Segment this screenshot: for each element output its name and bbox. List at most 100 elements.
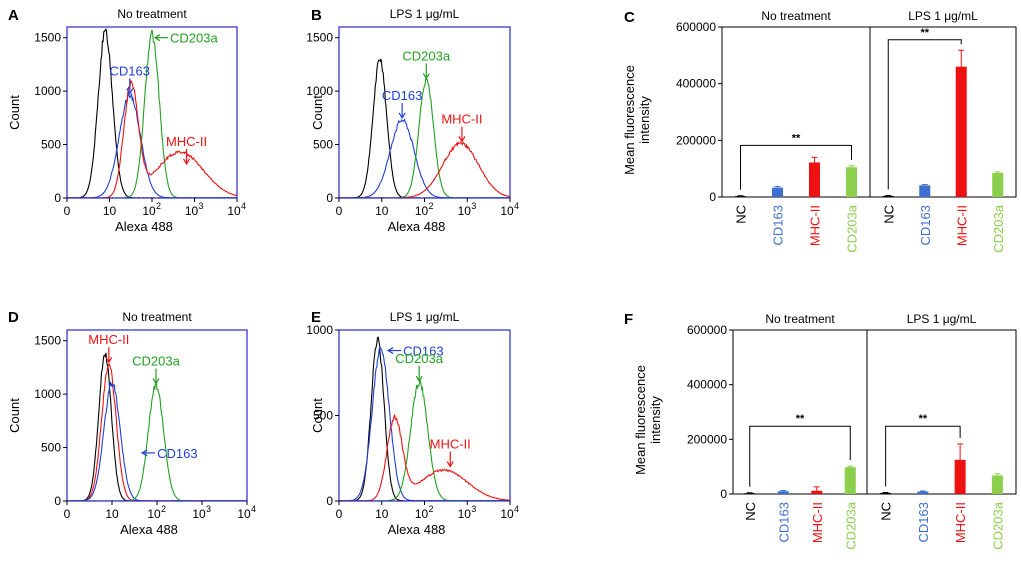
x-tick-label: 10 (147, 507, 161, 521)
plot-frame (66, 26, 238, 199)
chart-title: LPS 1 μg/mL (390, 310, 460, 324)
annotation-arrowhead (126, 88, 134, 95)
x-tick-exponent: 4 (514, 201, 519, 211)
category-label: CD203a (845, 204, 860, 252)
y-axis-label: Count (310, 95, 325, 130)
series-line-nc (67, 28, 237, 198)
annotation-label: MHC-II (166, 134, 207, 149)
y-tick-label: 1500 (34, 31, 61, 45)
y-axis-label: Mean fluorescenceintensity (622, 65, 652, 175)
y-tick-label: 1000 (306, 84, 333, 98)
y-tick-label: 200000 (676, 133, 716, 147)
annotation-label: CD203a (132, 354, 180, 369)
x-tick-label: 10 (103, 204, 117, 218)
x-tick-exponent: 4 (251, 504, 256, 514)
x-axis-label: Alexa 488 (115, 219, 173, 234)
x-tick-exponent: 3 (471, 504, 476, 514)
series-line-cd163 (67, 91, 237, 198)
y-tick-label: 1000 (34, 387, 61, 401)
y-axis-label-line: intensity (648, 396, 663, 444)
x-tick-exponent: 4 (241, 201, 246, 211)
chart-title: LPS 1 μg/mL (390, 7, 460, 21)
panel-c: C 0 200000 400000 600000 Mean fluorescenceint… (622, 9, 1017, 253)
bar-cd203a (991, 475, 1003, 494)
y-axis-label: Count (310, 398, 325, 433)
category-label: CD203a (991, 204, 1006, 252)
bar-cd203a (992, 172, 1004, 197)
panel-label: B (311, 7, 322, 24)
annotation-arrowhead (398, 112, 406, 120)
bar-nc (880, 492, 892, 494)
series-line-mhc-ii (67, 80, 237, 198)
y-tick-label: 0 (326, 191, 333, 205)
bar-mhc-ii (809, 162, 820, 197)
x-tick-label: 10 (500, 204, 514, 218)
x-tick-label: 0 (336, 204, 343, 218)
x-tick-exponent: 3 (199, 201, 204, 211)
bar-cd163 (919, 185, 931, 197)
x-tick-label: 0 (336, 507, 343, 521)
category-label: MHC-II (953, 502, 968, 543)
y-tick-label: 500 (41, 441, 61, 455)
bar-mhc-ii (811, 490, 823, 494)
y-tick-label: 600000 (676, 20, 716, 34)
bar-nc (735, 196, 746, 198)
y-axis-label: Mean fluorescenceintensity (633, 365, 663, 475)
annotation-label: CD203a (402, 48, 450, 63)
y-tick-label: 1500 (306, 31, 333, 45)
y-tick-label: 1500 (34, 334, 61, 348)
bar-nc (882, 195, 894, 197)
y-axis-label-line: Mean fluorescence (622, 65, 637, 175)
y-tick-label: 600000 (687, 323, 727, 337)
x-axis-label: Alexa 488 (388, 522, 446, 537)
category-label: CD203a (843, 501, 858, 549)
x-tick-label: 10 (500, 507, 514, 521)
x-tick-label: 10 (458, 204, 472, 218)
x-tick-label: 10 (237, 507, 251, 521)
bar-cd203a (846, 167, 857, 197)
x-tick-label: 10 (458, 507, 472, 521)
bar-cd163 (917, 491, 929, 494)
group-title: LPS 1 μg/mL (907, 312, 977, 326)
significance-label: ** (919, 413, 928, 425)
chart-title: No treatment (117, 7, 187, 21)
x-tick-label: 10 (142, 204, 156, 218)
annotation-label: CD203a (170, 31, 218, 46)
y-axis-label-line: Mean fluorescence (633, 365, 648, 475)
y-tick-label: 400000 (676, 77, 716, 91)
annotation-label: MHC-II (430, 437, 471, 452)
significance-bracket (887, 39, 962, 190)
group-title: LPS 1 μg/mL (908, 9, 978, 23)
x-tick-exponent: 3 (206, 504, 211, 514)
series-line-cd163 (339, 345, 510, 501)
panel-label: C (624, 9, 635, 26)
plot-frame (732, 329, 1017, 495)
category-label: CD163 (776, 502, 791, 542)
significance-label: ** (796, 413, 805, 425)
chart-title: No treatment (122, 310, 192, 324)
significance-label: ** (792, 132, 801, 144)
annotation-label: CD163 (110, 63, 150, 78)
panel-f: F 0 200000 400000 600000 Mean fluorescenceint… (624, 311, 1017, 550)
y-tick-label: 0 (709, 190, 716, 204)
category-label: MHC-II (808, 205, 823, 246)
x-tick-label: 0 (64, 204, 71, 218)
y-axis-label: Count (7, 95, 22, 130)
series-line-mhc-ii (339, 414, 510, 501)
annotation-label: CD163 (382, 88, 422, 103)
y-tick-label: 200000 (687, 432, 727, 446)
annotation-arrowhead (386, 347, 394, 355)
x-tick-exponent: 2 (156, 201, 161, 211)
y-tick-label: 500 (313, 409, 333, 423)
x-axis-label: Alexa 488 (120, 522, 178, 537)
category-label: NC (881, 205, 896, 224)
y-tick-label: 1000 (34, 84, 61, 98)
series-line-mhc-ii (339, 141, 510, 198)
bar-mhc-ii (954, 459, 966, 494)
x-tick-exponent: 3 (471, 201, 476, 211)
category-label: CD203a (990, 501, 1005, 549)
significance-bracket (740, 144, 852, 190)
